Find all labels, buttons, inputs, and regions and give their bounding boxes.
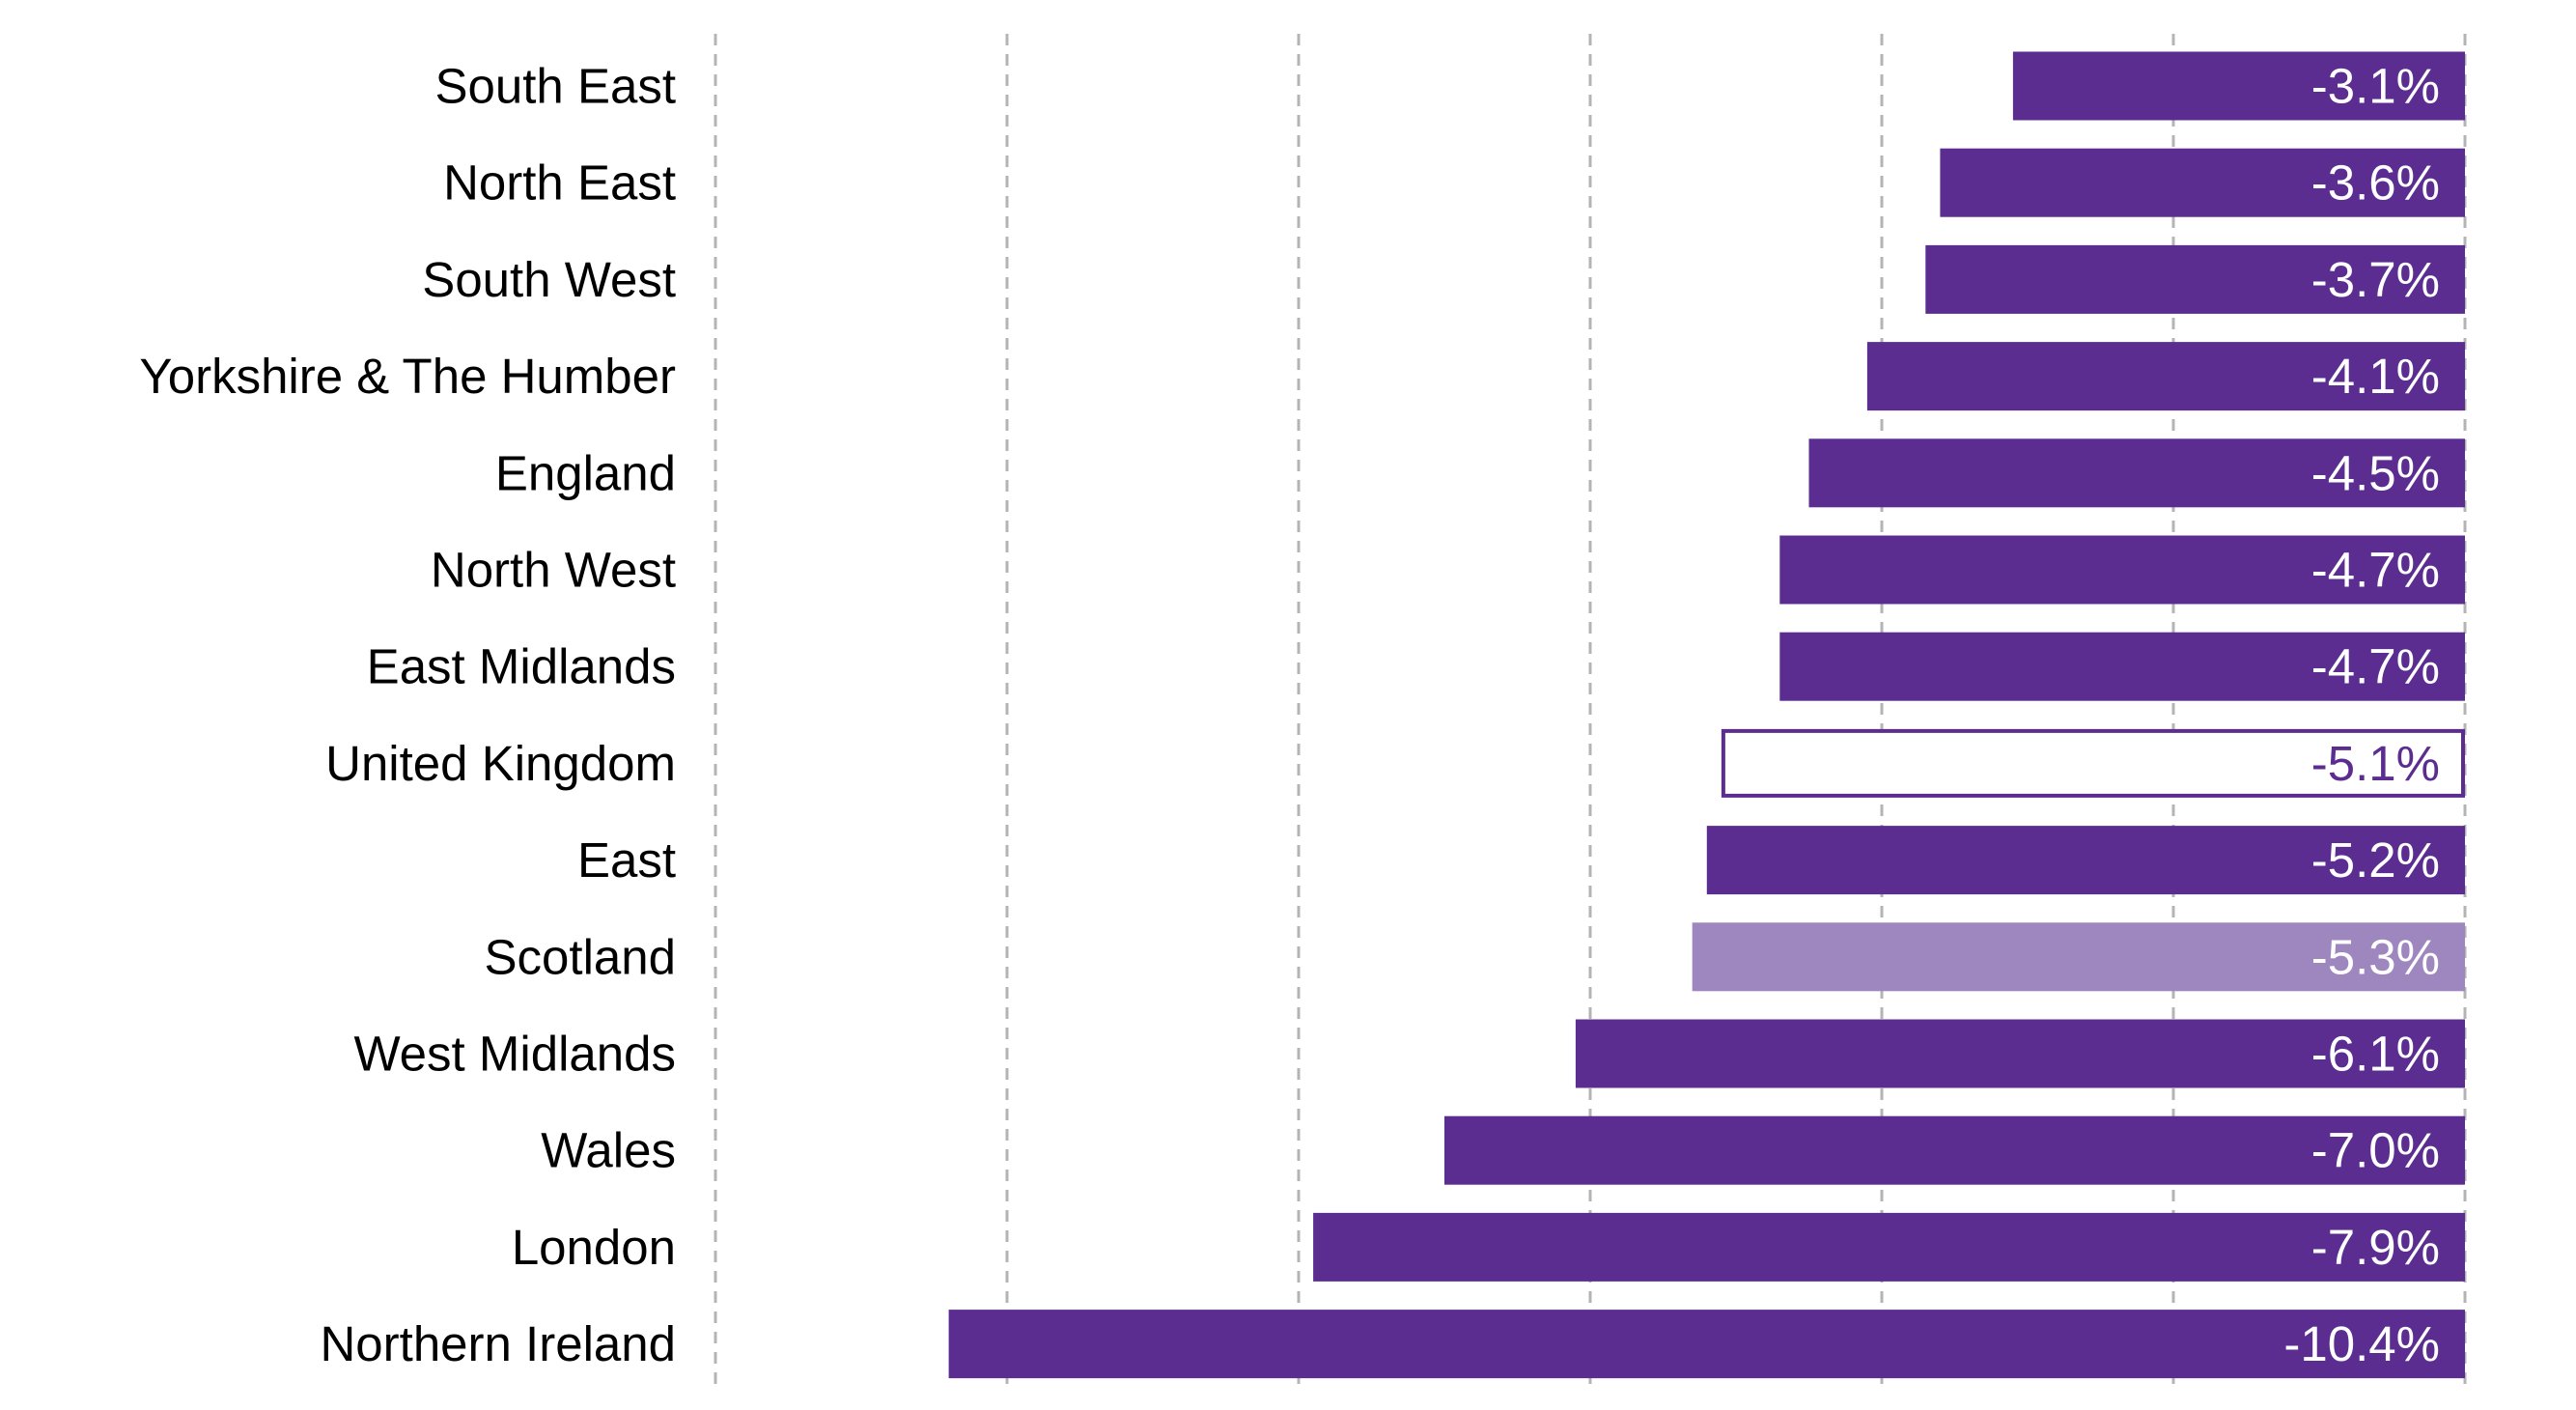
labels: South East -3.1% North East -3.6% South West… <box>139 59 2440 1372</box>
value-label: -7.9% <box>2311 1220 2440 1275</box>
value-label: -5.3% <box>2311 929 2440 984</box>
value-label: -6.1% <box>2311 1027 2440 1082</box>
category-label: England <box>495 445 676 500</box>
value-label: -5.2% <box>2311 832 2440 888</box>
category-label: Wales <box>541 1123 676 1178</box>
bar <box>948 1310 2465 1379</box>
category-label: United Kingdom <box>325 736 676 791</box>
category-label: Northern Ireland <box>320 1316 676 1371</box>
category-label: North West <box>431 543 676 598</box>
bar <box>1866 342 2465 411</box>
value-label: -3.7% <box>2311 252 2440 307</box>
value-label: -4.7% <box>2311 543 2440 598</box>
category-label: South West <box>422 252 676 307</box>
bar <box>1313 1212 2465 1282</box>
bar <box>1692 922 2465 992</box>
category-label: North East <box>443 155 676 211</box>
category-label: East <box>577 832 676 888</box>
value-label: -4.5% <box>2311 445 2440 500</box>
bar <box>1706 826 2465 895</box>
gridlines <box>714 34 2467 1391</box>
bar <box>1575 1019 2465 1088</box>
category-label: West Midlands <box>353 1027 676 1082</box>
value-label: -3.1% <box>2311 59 2440 114</box>
category-label: East Midlands <box>367 639 676 694</box>
value-label: -4.1% <box>2311 349 2440 404</box>
bar <box>1779 632 2465 701</box>
category-label: London <box>512 1220 676 1275</box>
value-label: -4.7% <box>2311 639 2440 694</box>
bar <box>1808 438 2465 508</box>
category-label: Yorkshire & The Humber <box>139 349 676 404</box>
bar <box>1779 535 2465 605</box>
value-label: -10.4% <box>2283 1316 2440 1371</box>
bars <box>948 51 2465 1379</box>
value-label: -3.6% <box>2311 155 2440 211</box>
bar <box>2012 51 2465 121</box>
bar <box>1444 1115 2465 1185</box>
bar <box>1940 148 2465 217</box>
value-label: -5.1% <box>2311 736 2440 791</box>
category-label: South East <box>435 59 677 114</box>
bar <box>1721 728 2465 798</box>
bar <box>1925 244 2465 314</box>
category-label: Scotland <box>485 929 676 984</box>
value-label: -7.0% <box>2311 1123 2440 1178</box>
